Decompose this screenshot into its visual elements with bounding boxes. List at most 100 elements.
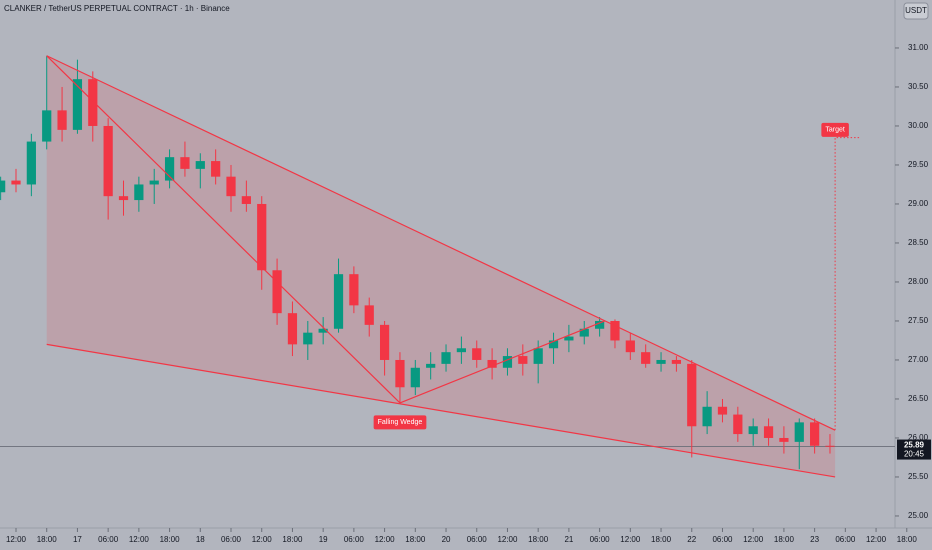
candle-body: [88, 79, 98, 126]
y-tick-label: 25.00: [908, 511, 929, 520]
annotation-box: [373, 415, 427, 430]
annotation-box: [821, 122, 849, 137]
candle-body: [656, 359, 666, 364]
y-tick-label: 30.00: [908, 121, 929, 130]
currency[interactable]: USDT: [905, 6, 927, 15]
wedge-fill: [46, 55, 836, 477]
candle-body: [671, 359, 682, 364]
x-tick-label: 06:00: [221, 535, 242, 544]
candle-body: [472, 348, 482, 360]
x-tick-label: 12:00: [6, 535, 27, 544]
candle-body: [72, 79, 83, 130]
candle-body: [272, 270, 282, 314]
candle-body: [257, 203, 267, 271]
y-tick-label: 31.00: [908, 43, 929, 52]
x-tick-label: 18:00: [405, 535, 426, 544]
candle-body: [687, 363, 697, 427]
candle-body: [548, 340, 559, 349]
x-tick-label: 12:00: [620, 535, 641, 544]
x-tick-label: 06:00: [712, 535, 733, 544]
y-tick-label: 26.00: [908, 433, 929, 442]
candle-body: [195, 161, 205, 169]
candle-body: [57, 110, 67, 130]
x-tick-label: 22: [687, 535, 696, 544]
candle-body: [349, 274, 359, 306]
candle-body: [42, 110, 52, 142]
last-price-box: [897, 439, 931, 460]
annotation-label: Falling Wedge: [378, 419, 423, 426]
trend-line: [46, 55, 836, 431]
annotation-label: Target: [825, 127, 845, 134]
x-tick-label: 12:00: [497, 535, 518, 544]
candle-body: [702, 406, 712, 427]
candle-body: [810, 422, 820, 446]
currency-button[interactable]: [903, 2, 929, 20]
candle-body: [779, 437, 789, 442]
candle-body: [134, 184, 144, 201]
candle-body: [502, 356, 513, 368]
x-tick-label: 12:00: [129, 535, 150, 544]
candle-body: [241, 196, 251, 204]
y-tick-label: 28.50: [908, 238, 929, 247]
last-price-label: 25.89: [904, 441, 925, 450]
candle-body: [579, 328, 589, 337]
chart-title: CLANKER / TetherUS PERPETUAL CONTRACT · …: [4, 4, 230, 13]
x-tick-label: 06:00: [467, 535, 488, 544]
candle-body: [533, 348, 543, 364]
candle-body: [318, 328, 328, 333]
x-tick-label: 18:00: [160, 535, 181, 544]
x-tick-label: 06:00: [835, 535, 856, 544]
candle-body: [410, 367, 420, 388]
x-tick-label: 06:00: [344, 535, 365, 544]
x-tick-label: 18: [196, 535, 205, 544]
candle-body: [226, 176, 236, 197]
x-tick-label: 21: [564, 535, 573, 544]
candle-body: [395, 359, 405, 388]
candle-body: [211, 161, 221, 177]
candle-body: [26, 141, 36, 185]
y-tick-label: 25.50: [908, 472, 929, 481]
x-tick-label: 12:00: [743, 535, 764, 544]
y-tick-label: 30.50: [908, 82, 929, 91]
candle-body: [103, 125, 113, 197]
x-tick-label: 17: [73, 535, 82, 544]
x-tick-label: 18:00: [37, 535, 58, 544]
countdown: 20:45: [904, 450, 925, 459]
x-tick-label: 23: [810, 535, 819, 544]
y-tick-label: 27.50: [908, 316, 929, 325]
x-tick-label: 06:00: [590, 535, 611, 544]
candle-body: [333, 274, 344, 329]
candle-body: [0, 180, 6, 193]
candle-body: [164, 157, 175, 181]
x-tick-label: 18:00: [774, 535, 795, 544]
candle-body: [11, 180, 21, 185]
trend-line: [46, 55, 605, 404]
x-tick-label: 12:00: [866, 535, 887, 544]
candle-body: [426, 363, 436, 368]
x-tick-label: 12:00: [252, 535, 273, 544]
candle-body: [518, 356, 528, 364]
y-tick-label: 29.50: [908, 160, 929, 169]
y-tick-label: 29.00: [908, 199, 929, 208]
x-tick-label: 12:00: [375, 535, 396, 544]
candle-body: [641, 352, 651, 364]
y-tick-label: 27.00: [908, 355, 929, 364]
candle-body: [303, 332, 313, 345]
candle-body: [287, 313, 298, 345]
x-tick-label: 19: [319, 535, 328, 544]
candle-body: [748, 426, 758, 435]
candle-body: [487, 359, 497, 368]
candle-body: [364, 305, 374, 325]
candle-body: [625, 340, 635, 353]
x-tick-label: 18:00: [282, 535, 303, 544]
candle-body: [456, 348, 466, 353]
x-tick-label: 18:00: [651, 535, 672, 544]
candle-body: [825, 445, 835, 447]
candle-body: [794, 422, 804, 442]
x-tick-label: 18:00: [528, 535, 549, 544]
y-tick-label: 28.00: [908, 277, 929, 286]
trend-line: [46, 343, 836, 478]
candle-body: [733, 414, 743, 435]
candle-body: [149, 180, 159, 185]
